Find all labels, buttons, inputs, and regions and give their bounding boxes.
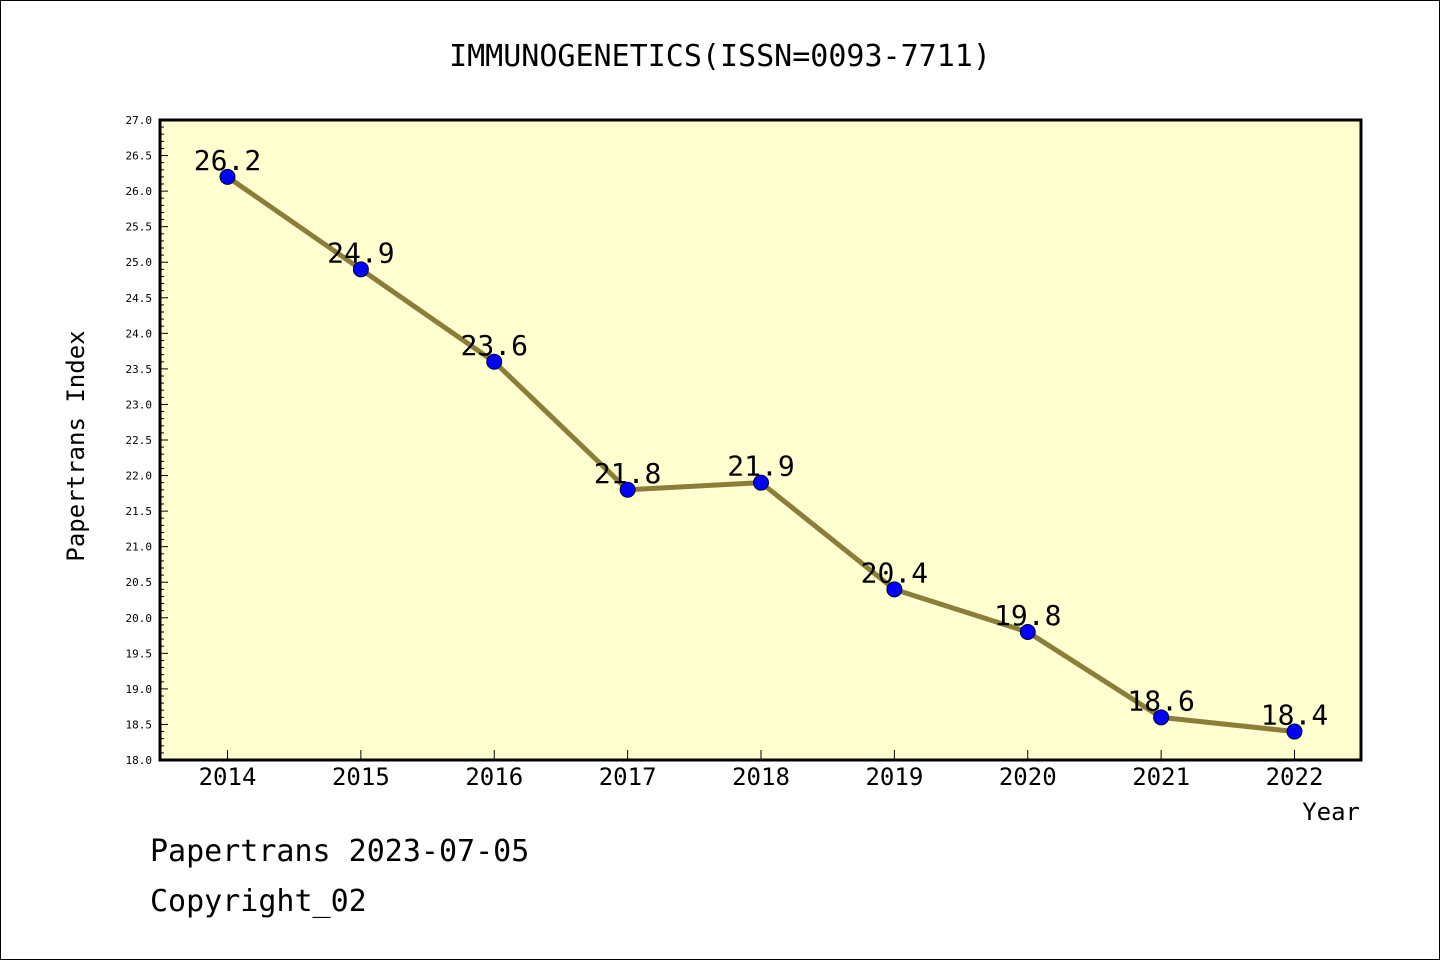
y-tick-label: 20.0 xyxy=(126,612,153,625)
data-point xyxy=(486,353,503,370)
data-label: 20.4 xyxy=(861,556,928,589)
chart-title: IMMUNOGENETICS(ISSN=0093-7711) xyxy=(449,39,991,74)
y-tick-label: 24.0 xyxy=(126,327,153,340)
x-tick-label: 2014 xyxy=(199,763,257,791)
y-axis: 18.0 18.5 19.0 19.5 20.0 20.5 21.0 21.5 22.0 22.5… xyxy=(126,114,168,767)
x-tick-label: 2017 xyxy=(599,763,657,791)
y-tick-label: 23.0 xyxy=(126,398,153,411)
x-tick-label: 2015 xyxy=(332,763,390,791)
data-label: 19.8 xyxy=(994,599,1061,632)
data-point xyxy=(753,474,769,491)
y-tick-label: 27.0 xyxy=(126,114,153,127)
y-tick-label: 19.5 xyxy=(126,647,153,660)
footer-copyright: Copyright_02 xyxy=(150,884,367,919)
y-tick-label: 25.0 xyxy=(126,256,153,269)
data-label: 18.4 xyxy=(1261,699,1328,732)
y-tick-label: 24.5 xyxy=(126,292,153,305)
data-point xyxy=(219,168,236,185)
x-tick-label: 2018 xyxy=(732,763,790,791)
x-tick-label: 2020 xyxy=(999,763,1057,791)
data-point xyxy=(1286,723,1303,740)
y-tick-label: 19.0 xyxy=(126,683,153,696)
data-label: 21.9 xyxy=(727,450,794,483)
data-label: 21.8 xyxy=(594,457,661,490)
y-tick-label: 23.5 xyxy=(126,363,153,376)
x-axis: 2014 2015 2016 2017 2018 2019 2020 2021 2022 xyxy=(199,750,1324,791)
y-tick-label: 18.0 xyxy=(126,754,153,767)
x-tick-label: 2021 xyxy=(1132,763,1190,791)
x-tick-label: 2019 xyxy=(865,763,923,791)
y-tick-label: 25.5 xyxy=(126,221,153,234)
x-tick-label: 2016 xyxy=(465,763,523,791)
x-tick-label: 2022 xyxy=(1266,763,1324,791)
plot-area xyxy=(158,118,1363,762)
data-point xyxy=(886,581,903,598)
series-line-group xyxy=(219,168,1303,740)
y-tick-label: 21.5 xyxy=(126,505,153,518)
data-point xyxy=(1019,624,1036,640)
y-tick-label: 26.0 xyxy=(126,185,153,198)
y-tick-label: 18.5 xyxy=(126,718,153,731)
y-tick-label: 20.5 xyxy=(126,576,153,589)
data-label-group: 26.2 24.9 23.6 21.8 21.9 20.4 19.8 18.6 18.4 xyxy=(194,144,1328,732)
data-point xyxy=(1153,709,1170,726)
y-tick-label: 21.0 xyxy=(126,541,153,554)
y-tick-label: 22.0 xyxy=(126,470,153,483)
y-axis-label: Papertrans Index xyxy=(62,330,90,561)
data-label: 23.6 xyxy=(461,329,528,362)
footer-date: Papertrans 2023-07-05 xyxy=(150,834,530,869)
x-axis-label: Year xyxy=(1302,798,1360,826)
y-tick-label: 26.5 xyxy=(126,150,153,163)
data-label: 18.6 xyxy=(1127,684,1194,717)
data-point xyxy=(352,261,369,278)
data-point xyxy=(619,481,636,498)
data-label: 26.2 xyxy=(194,144,261,177)
data-label: 24.9 xyxy=(327,236,394,269)
y-tick-label: 22.5 xyxy=(126,434,153,447)
